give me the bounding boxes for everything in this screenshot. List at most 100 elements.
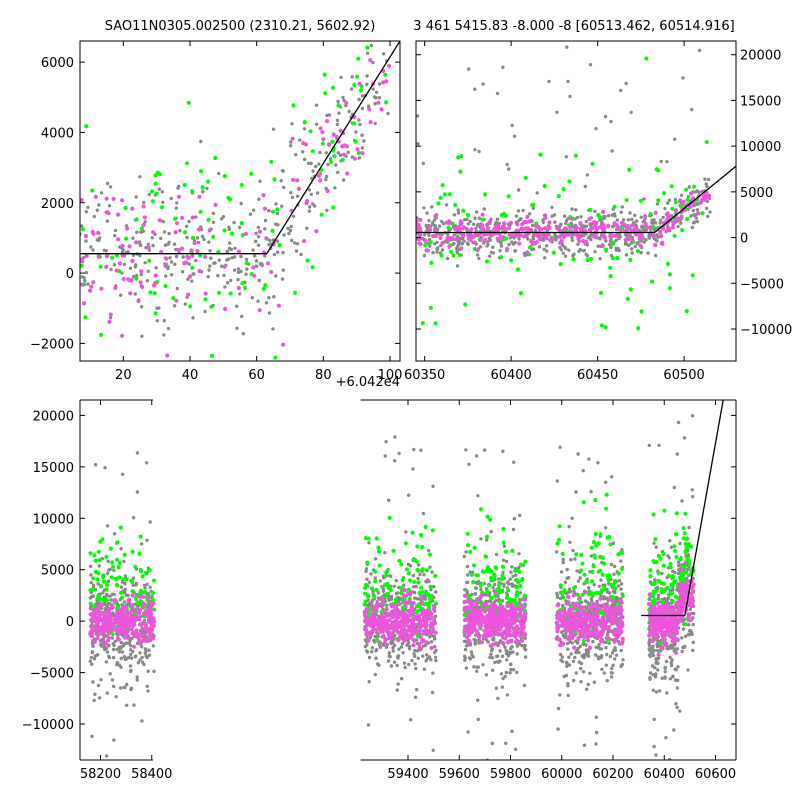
- data-point: [365, 45, 370, 50]
- data-point: [667, 198, 672, 202]
- data-point: [618, 616, 623, 621]
- data-point: [627, 167, 632, 172]
- data-point: [580, 612, 585, 617]
- data-point: [460, 237, 464, 241]
- data-point: [164, 274, 168, 278]
- data-point: [337, 111, 341, 115]
- data-point: [587, 457, 591, 461]
- data-point: [137, 594, 142, 600]
- data-point: [480, 212, 485, 217]
- data-point: [586, 650, 590, 654]
- data-point: [148, 585, 152, 589]
- data-point: [416, 142, 420, 146]
- data-point: [207, 240, 211, 244]
- data-point: [391, 638, 395, 643]
- data-point: [166, 242, 170, 246]
- data-point: [128, 291, 133, 296]
- data-point: [271, 327, 275, 331]
- data-point: [660, 676, 664, 680]
- panel-top-right-fit-line: [416, 165, 736, 234]
- data-point: [501, 570, 505, 575]
- data-point: [579, 568, 584, 573]
- data-point: [668, 655, 672, 660]
- data-point: [298, 138, 302, 142]
- data-point: [97, 236, 102, 240]
- data-point: [653, 666, 657, 670]
- data-point: [131, 516, 136, 520]
- data-point: [151, 230, 156, 235]
- data-point: [670, 646, 674, 650]
- panel-top-left-fit-line: [80, 41, 400, 255]
- data-point: [433, 573, 438, 579]
- data-point: [463, 647, 468, 652]
- data-point: [657, 605, 662, 610]
- data-point: [190, 279, 194, 283]
- data-point: [486, 243, 490, 247]
- data-point: [579, 680, 583, 684]
- data-point: [610, 671, 614, 675]
- data-point: [676, 224, 680, 229]
- data-point: [419, 448, 423, 452]
- data-point: [364, 569, 368, 573]
- data-point: [405, 643, 409, 647]
- data-point: [656, 656, 661, 660]
- data-point: [321, 137, 326, 142]
- data-point: [373, 557, 378, 561]
- data-point: [697, 48, 702, 53]
- data-point: [503, 213, 508, 218]
- data-point: [117, 650, 122, 654]
- y-tick-label: −5000: [740, 277, 784, 292]
- data-point: [140, 719, 144, 723]
- data-point: [589, 226, 595, 231]
- data-point: [456, 208, 460, 212]
- data-point: [652, 744, 656, 749]
- data-point: [263, 218, 268, 223]
- y-tick-label: −2000: [30, 337, 74, 352]
- data-point: [502, 221, 507, 226]
- data-point: [520, 643, 524, 648]
- data-point: [574, 208, 578, 212]
- data-point: [264, 301, 269, 305]
- data-point: [529, 238, 534, 243]
- data-point: [150, 236, 154, 240]
- data-point: [119, 293, 123, 297]
- data-point: [604, 646, 608, 650]
- data-point: [651, 673, 655, 677]
- data-point: [619, 587, 623, 591]
- data-point: [633, 244, 637, 249]
- data-point: [411, 601, 416, 606]
- data-point: [515, 644, 520, 648]
- data-point: [485, 538, 489, 542]
- data-point: [434, 590, 438, 594]
- data-point: [436, 246, 440, 250]
- data-point: [505, 658, 509, 662]
- data-point: [607, 591, 612, 595]
- data-point: [180, 246, 185, 251]
- data-point: [110, 255, 115, 260]
- data-point: [175, 201, 179, 205]
- data-point: [94, 463, 98, 467]
- data-point: [604, 663, 608, 667]
- data-point: [475, 665, 479, 669]
- data-point: [592, 583, 596, 587]
- data-point: [679, 193, 684, 197]
- data-point: [122, 552, 127, 558]
- data-point: [628, 257, 633, 263]
- data-point: [265, 261, 271, 266]
- data-point: [427, 219, 431, 223]
- data-point: [412, 585, 416, 589]
- data-point: [573, 228, 579, 233]
- data-point: [550, 214, 554, 218]
- data-point: [511, 527, 516, 532]
- data-point: [659, 586, 664, 592]
- data-point: [187, 262, 191, 266]
- data-point: [184, 161, 190, 166]
- data-point: [104, 249, 108, 253]
- data-point: [600, 572, 605, 577]
- data-point: [160, 190, 164, 194]
- data-point: [172, 216, 178, 221]
- data-point: [454, 246, 459, 251]
- data-point: [380, 599, 386, 605]
- data-point: [116, 565, 121, 570]
